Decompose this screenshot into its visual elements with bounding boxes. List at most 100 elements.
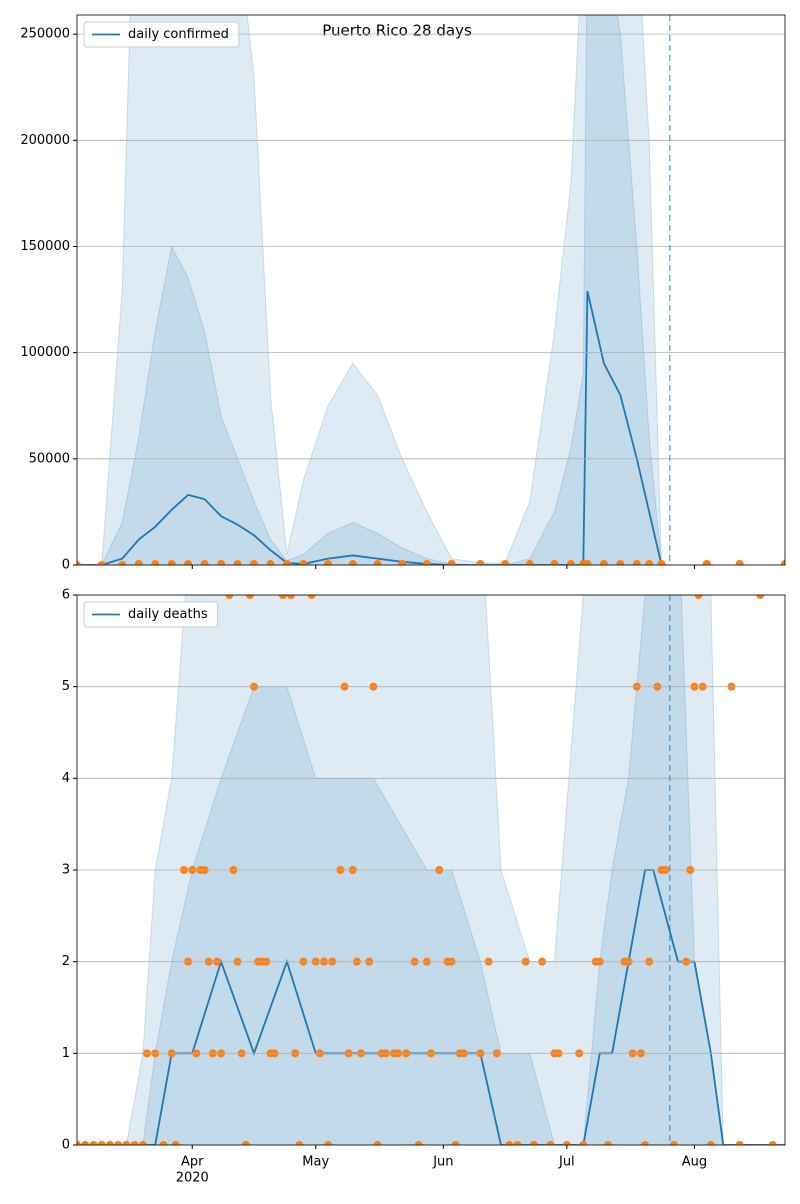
observed-point	[616, 559, 625, 565]
observed-point	[702, 559, 711, 565]
observed-point	[781, 559, 785, 565]
observed-point	[81, 1141, 90, 1145]
axes-frame	[76, 14, 786, 566]
x-tick-label: May	[302, 1155, 329, 1170]
observed-point	[562, 1141, 571, 1145]
observed-point	[599, 559, 608, 565]
observed-point	[167, 559, 176, 565]
observed-point	[184, 559, 193, 565]
y-tick-label: 3	[62, 863, 70, 878]
observed-point	[122, 1141, 131, 1145]
observed-point	[77, 1141, 81, 1145]
observed-point	[669, 1141, 678, 1145]
observed-point	[324, 1141, 333, 1145]
observed-point	[632, 559, 641, 565]
y-tick-label: 250000	[20, 27, 70, 42]
x-tick-label: Apr	[181, 1155, 204, 1170]
observed-point	[250, 559, 258, 565]
observed-point	[398, 559, 407, 565]
observed-point	[151, 559, 160, 565]
observed-point	[138, 1141, 147, 1145]
observed-point	[266, 559, 275, 565]
observed-point	[159, 1141, 168, 1145]
observed-point	[77, 561, 81, 565]
x-tick-label: Jul	[558, 1155, 575, 1170]
observed-point	[217, 559, 226, 565]
observed-point	[171, 1141, 180, 1145]
legend-box	[83, 21, 240, 48]
x-tick-label: Jun	[432, 1155, 453, 1170]
observed-point	[422, 559, 431, 565]
observed-point	[604, 1141, 612, 1145]
observed-point	[476, 559, 485, 565]
y-tick-label: 200000	[20, 133, 70, 148]
uncertainty-band	[77, 15, 663, 565]
observed-point	[525, 559, 534, 565]
observed-point	[200, 559, 209, 565]
y-tick-label: 5	[62, 679, 70, 694]
legend: daily confirmed	[83, 21, 240, 48]
observed-point	[451, 1141, 460, 1145]
observed-point	[694, 595, 703, 599]
observed-point	[130, 1141, 139, 1145]
observed-point	[373, 1141, 382, 1145]
y-tick-label: 1	[62, 1046, 70, 1061]
observed-point	[657, 559, 666, 565]
observed-point	[414, 1141, 423, 1145]
observed-point	[348, 559, 357, 565]
observed-point	[233, 559, 242, 565]
observed-point	[307, 595, 316, 599]
observed-point	[299, 559, 308, 565]
observed-point	[114, 1141, 123, 1145]
observed-point	[579, 1141, 588, 1145]
observed-point	[550, 559, 559, 565]
observed-point	[735, 559, 744, 565]
observed-point	[447, 559, 456, 565]
observed-point	[756, 595, 765, 599]
observed-point	[97, 561, 106, 565]
x-tick-sublabel: 2020	[176, 1171, 209, 1186]
y-tick-label: 4	[62, 771, 70, 786]
observed-point	[768, 1141, 777, 1145]
legend-label: daily deaths	[128, 607, 208, 622]
y-tick-label: 2	[62, 954, 70, 969]
observed-point	[134, 559, 143, 565]
observed-point	[295, 1141, 304, 1145]
observed-point	[645, 559, 654, 565]
observed-point	[282, 559, 291, 565]
axes-frame	[76, 594, 786, 1146]
observed-point	[324, 559, 333, 565]
plot-area	[77, 15, 785, 565]
y-tick-label: 0	[62, 1138, 70, 1153]
y-tick-label: 6	[62, 588, 70, 603]
observed-point	[513, 1141, 522, 1145]
legend: daily deaths	[83, 601, 219, 628]
observed-point	[373, 559, 382, 565]
observed-point	[735, 1141, 744, 1145]
observed-point	[641, 1141, 650, 1145]
observed-point	[501, 559, 510, 565]
observed-point	[278, 595, 287, 599]
y-tick-label: 100000	[20, 345, 70, 360]
uncertainty-band	[77, 15, 663, 565]
observed-point	[105, 1141, 114, 1145]
legend-label: daily confirmed	[128, 27, 229, 42]
observed-point	[546, 1141, 555, 1145]
series-line	[77, 290, 663, 565]
observed-point	[225, 595, 234, 599]
observed-point	[706, 1141, 715, 1145]
observed-point	[97, 1141, 106, 1145]
legend-box	[83, 601, 219, 628]
x-tick-label: Aug	[682, 1155, 707, 1170]
observed-point	[287, 595, 296, 599]
observed-point	[566, 559, 575, 565]
observed-point	[89, 1141, 98, 1145]
observed-point	[505, 1141, 514, 1145]
y-tick-label: 150000	[20, 239, 70, 254]
observed-point	[583, 559, 592, 565]
y-tick-label: 0	[62, 558, 70, 573]
chart-title: Puerto Rico 28 days	[322, 22, 472, 40]
y-tick-label: 50000	[29, 451, 70, 466]
